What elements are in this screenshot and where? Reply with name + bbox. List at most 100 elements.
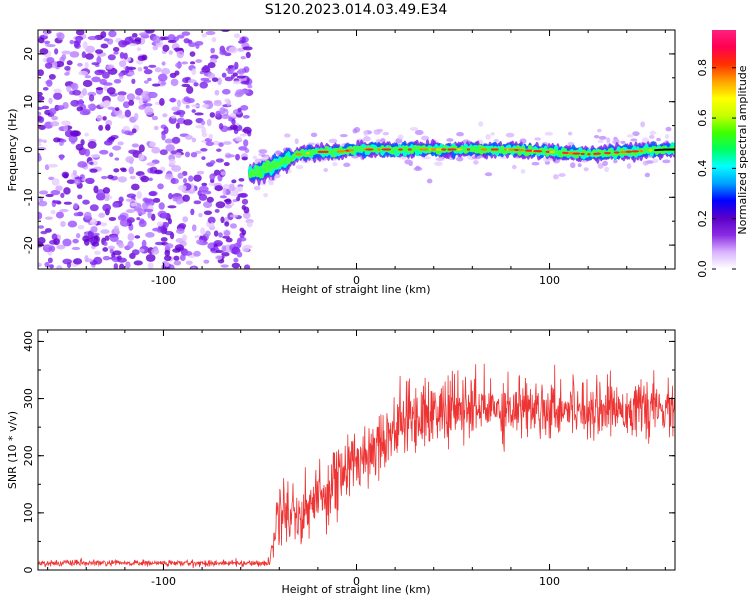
heatmap-cell xyxy=(214,185,223,192)
heatmap-cell xyxy=(385,148,392,151)
heatmap-cell xyxy=(366,145,371,149)
heatmap-cell xyxy=(243,211,251,220)
heatmap-cell xyxy=(200,120,206,126)
heatmap-cell xyxy=(104,197,110,202)
heatmap-cell xyxy=(182,234,188,242)
heatmap-cell xyxy=(117,257,127,263)
heatmap-cell xyxy=(218,122,224,130)
heatmap-cell xyxy=(656,137,661,142)
heatmap-cell xyxy=(183,250,193,256)
heatmap-cell xyxy=(161,132,166,141)
heatmap-cell xyxy=(78,99,84,107)
heatmap-cell xyxy=(173,260,182,266)
heatmap-cell xyxy=(122,125,130,132)
heatmap-cell xyxy=(126,217,135,224)
heatmap-cell xyxy=(178,223,187,229)
heatmap-cell xyxy=(93,185,99,194)
heatmap-cell xyxy=(220,171,226,176)
heatmap-cell xyxy=(131,249,140,256)
heatmap-cell xyxy=(219,107,226,114)
heatmap-cell xyxy=(138,32,149,37)
heatmap-cell xyxy=(207,216,216,224)
heatmap-cell xyxy=(542,156,552,162)
heatmap-cell xyxy=(97,69,106,74)
heatmap-cell xyxy=(205,30,216,36)
heatmap-cell xyxy=(567,131,573,136)
heatmap-cell xyxy=(239,192,248,198)
heatmap-cell xyxy=(96,114,103,122)
heatmap-cell xyxy=(310,132,318,138)
heatmap-cell xyxy=(484,172,493,177)
heatmap-cell xyxy=(62,238,72,247)
heatmap-cell xyxy=(157,73,168,82)
heatmap-cell xyxy=(441,148,447,151)
heatmap-cell xyxy=(213,230,219,237)
heatmap-cell xyxy=(597,128,602,133)
heatmap-cell xyxy=(182,216,189,223)
heatmap-cell xyxy=(253,185,261,191)
heatmap-cell xyxy=(112,202,120,208)
heatmap-cell xyxy=(479,149,484,155)
heatmap-cell xyxy=(152,45,159,51)
heatmap-cell xyxy=(435,148,440,151)
heatmap-cell xyxy=(57,32,65,41)
heatmap-cell xyxy=(191,68,197,75)
heatmap-cell xyxy=(40,230,48,235)
heatmap-cell xyxy=(176,99,182,108)
heatmap-cell xyxy=(223,162,230,167)
heatmap-cell xyxy=(118,196,124,203)
heatmap-cell xyxy=(175,62,183,69)
heatmap-cell xyxy=(104,235,110,241)
spectrogram-xlabel: Height of straight line (km) xyxy=(281,283,430,296)
heatmap-cell xyxy=(233,33,241,39)
heatmap-cell xyxy=(38,37,45,44)
heatmap-cell xyxy=(526,150,531,156)
heatmap-cell xyxy=(337,150,346,153)
heatmap-cell xyxy=(100,229,110,234)
heatmap-cell xyxy=(143,208,154,213)
heatmap-cell xyxy=(146,162,156,166)
heatmap-cell xyxy=(191,104,200,108)
heatmap-cell xyxy=(237,107,242,113)
heatmap-cell xyxy=(59,154,64,161)
heatmap-cell xyxy=(134,37,142,42)
heatmap-cell xyxy=(203,201,213,209)
heatmap-cell xyxy=(512,164,517,170)
heatmap-cell xyxy=(107,54,116,61)
heatmap-cell xyxy=(224,198,232,205)
heatmap-cell xyxy=(72,89,82,96)
heatmap-cell xyxy=(45,193,54,198)
heatmap-cell xyxy=(531,161,540,166)
heatmap-cell xyxy=(548,147,554,152)
heatmap-cell xyxy=(46,79,53,87)
heatmap-cell xyxy=(158,202,165,210)
heatmap-cell xyxy=(73,40,80,48)
heatmap-cell xyxy=(196,239,204,245)
heatmap-cell xyxy=(87,140,97,149)
heatmap-cell xyxy=(135,88,144,96)
heatmap-cell xyxy=(55,211,64,219)
heatmap-cell xyxy=(171,136,181,144)
heatmap-cell xyxy=(332,161,338,167)
heatmap-cell xyxy=(210,47,216,54)
heatmap-cell xyxy=(38,211,43,220)
heatmap-cell xyxy=(163,126,169,135)
heatmap-cell xyxy=(87,104,94,109)
heatmap-cell xyxy=(402,149,408,157)
heatmap-cell xyxy=(632,131,640,137)
heatmap-cell xyxy=(176,117,186,124)
heatmap-cell xyxy=(338,146,343,151)
heatmap-cell xyxy=(236,75,246,79)
heatmap-cell xyxy=(193,82,199,87)
heatmap-cell xyxy=(597,162,604,169)
heatmap-cell xyxy=(102,203,112,212)
colorbar: 0.0 0.2 0.4 0.6 0.8 Normalized spectral ampl… xyxy=(696,30,749,278)
heatmap-cell xyxy=(164,266,170,269)
heatmap-cell xyxy=(44,62,53,69)
heatmap-cell xyxy=(453,145,458,150)
heatmap-cell xyxy=(193,200,202,205)
heatmap-cell xyxy=(382,131,390,136)
heatmap-cell xyxy=(289,157,295,162)
heatmap-cell xyxy=(185,104,190,109)
